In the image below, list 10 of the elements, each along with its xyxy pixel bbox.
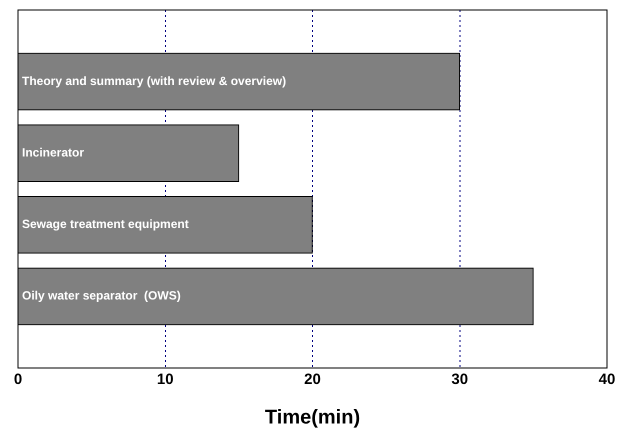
x-tick-label: 10 <box>156 371 174 388</box>
y-tick-label: Incinerator <box>22 146 84 160</box>
x-axis-title: Time(min) <box>264 406 360 429</box>
x-tick-label: 20 <box>304 371 321 388</box>
x-tick-label: 0 <box>14 371 22 388</box>
y-tick-label: Sewage treatment equipment <box>22 217 189 232</box>
y-tick-label: Oily water separator (OWS) <box>22 288 181 303</box>
x-tick-label: 40 <box>598 371 616 388</box>
x-tick-label: 30 <box>451 371 468 388</box>
y-tick-label: Theory and summary (with review & overview) <box>22 74 286 88</box>
